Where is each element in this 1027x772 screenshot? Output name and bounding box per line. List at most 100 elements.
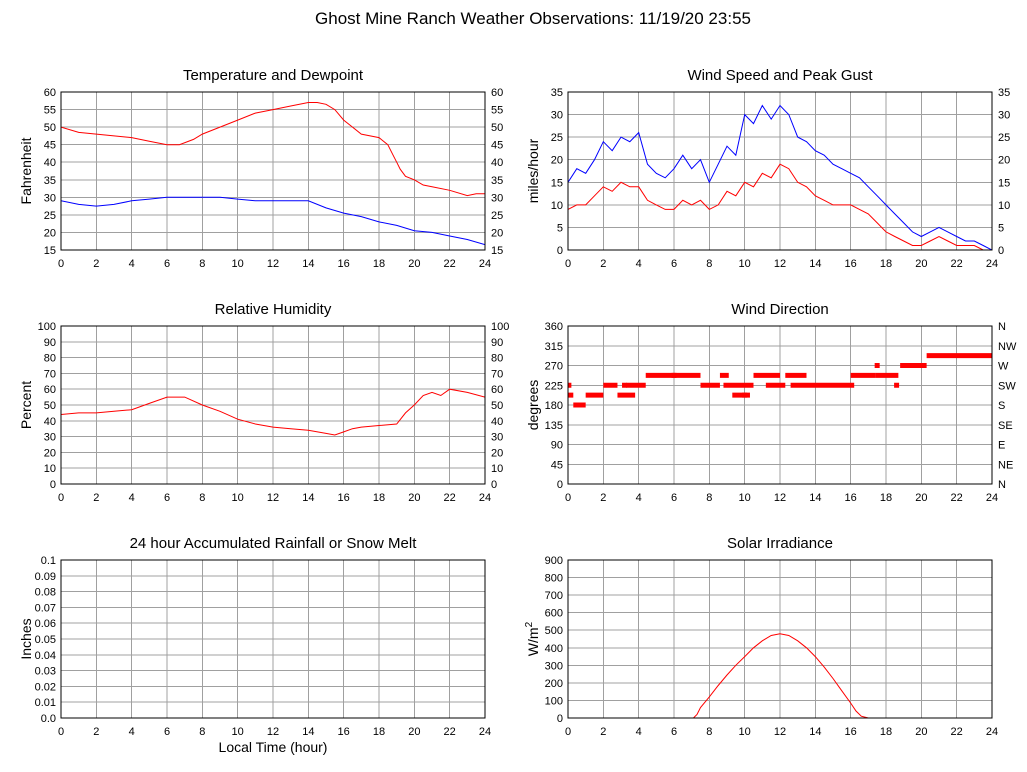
y-tick-label: 10	[44, 463, 56, 475]
x-tick-label: 8	[706, 258, 712, 270]
y-axis-label: Percent	[18, 381, 34, 429]
direction-point	[894, 382, 900, 388]
x-tick-label: 22	[444, 258, 456, 270]
x-tick-label: 8	[199, 258, 205, 270]
y-tick-label: 225	[545, 380, 563, 392]
x-tick-label: 8	[706, 726, 712, 738]
chart-title: Wind Direction	[731, 301, 829, 318]
y-tick-label: 35	[44, 175, 56, 187]
y-axis-label: Inches	[18, 618, 34, 659]
y-right-tick-label: 80	[491, 353, 503, 365]
x-tick-label: 24	[986, 492, 998, 504]
y-right-tick-label: 35	[998, 87, 1010, 99]
y-right-tick-label: 45	[491, 140, 503, 152]
y-tick-label: 315	[545, 341, 563, 353]
y-axis-label-superscript: 2	[524, 621, 535, 627]
chart-title: Temperature and Dewpoint	[183, 67, 364, 84]
x-tick-label: 4	[636, 258, 642, 270]
y-tick-label: 70	[44, 368, 56, 380]
x-tick-label: 16	[845, 726, 857, 738]
y-tick-label: 270	[545, 361, 563, 373]
series-line	[61, 102, 485, 197]
x-tick-label: 6	[164, 726, 170, 738]
y-right-tick-label: 20	[491, 447, 503, 459]
y-tick-label: 0.01	[35, 697, 56, 709]
x-tick-label: 4	[636, 492, 642, 504]
y-tick-label: 700	[545, 590, 563, 602]
x-tick-label: 2	[93, 492, 99, 504]
x-tick-label: 2	[93, 726, 99, 738]
y-tick-label: 55	[44, 105, 56, 117]
x-tick-label: 14	[302, 726, 314, 738]
y-tick-label: 30	[44, 192, 56, 204]
y-tick-label: 35	[551, 87, 563, 99]
y-tick-label: 180	[545, 400, 563, 412]
x-tick-label: 10	[232, 726, 244, 738]
x-tick-label: 6	[671, 726, 677, 738]
y-right-tick-label: 30	[491, 192, 503, 204]
y-axis-label: degrees	[525, 380, 541, 431]
direction-point	[622, 382, 628, 388]
x-tick-label: 22	[951, 726, 963, 738]
series-line	[568, 633, 992, 719]
x-tick-label: 0	[565, 726, 571, 738]
y-tick-label: 900	[545, 555, 563, 567]
y-right-tick-label: 10	[998, 200, 1010, 212]
y-tick-label: 0.02	[35, 681, 56, 693]
y-tick-label: 50	[44, 400, 56, 412]
y-right-tick-label: 15	[491, 245, 503, 257]
x-tick-label: 14	[302, 258, 314, 270]
x-tick-label: 0	[58, 258, 64, 270]
x-tick-label: 18	[373, 492, 385, 504]
y-right-tick-label: W	[998, 361, 1009, 373]
y-tick-label: 0.03	[35, 666, 56, 678]
y-right-tick-label: 40	[491, 416, 503, 428]
y-tick-label: 40	[44, 416, 56, 428]
y-tick-label: 100	[38, 321, 56, 333]
plot-frame	[60, 325, 486, 485]
y-tick-label: 0.0	[41, 713, 56, 725]
x-tick-label: 20	[408, 258, 420, 270]
direction-point	[671, 372, 677, 378]
y-tick-label: 45	[551, 459, 563, 471]
y-tick-label: 0.07	[35, 602, 56, 614]
direction-point	[568, 382, 572, 388]
x-tick-label: 16	[338, 258, 350, 270]
y-tick-label: 300	[545, 660, 563, 672]
y-right-tick-label: 0	[998, 245, 1004, 257]
series-line	[61, 196, 485, 246]
y-tick-label: 20	[44, 447, 56, 459]
x-tick-label: 22	[951, 492, 963, 504]
y-tick-label: 45	[44, 140, 56, 152]
y-tick-label: 5	[557, 222, 563, 234]
y-tick-label: 400	[545, 643, 563, 655]
y-right-tick-label: SE	[998, 420, 1013, 432]
y-tick-label: 0	[557, 245, 563, 257]
y-right-tick-label: 100	[491, 321, 509, 333]
x-tick-label: 16	[338, 726, 350, 738]
x-tick-label: 14	[809, 726, 821, 738]
x-tick-label: 14	[809, 258, 821, 270]
y-tick-label: 100	[545, 695, 563, 707]
x-tick-label: 18	[880, 258, 892, 270]
x-tick-label: 8	[706, 492, 712, 504]
y-tick-label: 0.04	[35, 650, 56, 662]
y-right-tick-label: 60	[491, 87, 503, 99]
y-tick-label: 25	[44, 210, 56, 222]
y-tick-label: 60	[44, 384, 56, 396]
plot-frame	[567, 559, 993, 719]
y-right-tick-label: 70	[491, 368, 503, 380]
y-axis-label: W/m2	[524, 621, 541, 656]
shared-x-axis-label: Local Time (hour)	[219, 739, 328, 755]
chart-title: Wind Speed and Peak Gust	[687, 67, 873, 84]
y-tick-label: 500	[545, 625, 563, 637]
x-tick-label: 12	[774, 726, 786, 738]
x-tick-label: 0	[58, 492, 64, 504]
x-tick-label: 12	[267, 492, 279, 504]
plot-area	[61, 388, 485, 436]
x-tick-label: 8	[199, 492, 205, 504]
y-tick-label: 30	[44, 432, 56, 444]
